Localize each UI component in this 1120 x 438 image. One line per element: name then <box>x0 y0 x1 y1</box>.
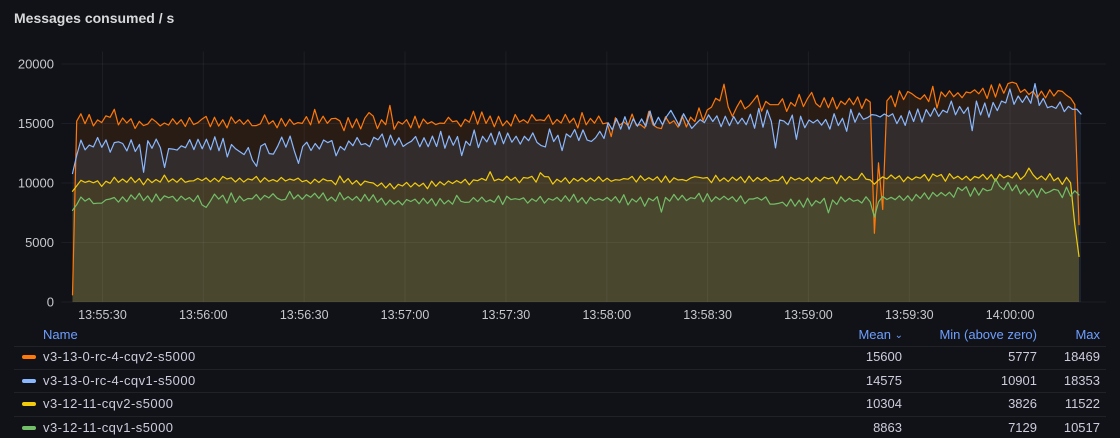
svg-text:13:59:00: 13:59:00 <box>784 308 833 322</box>
svg-text:13:57:30: 13:57:30 <box>482 308 531 322</box>
svg-text:13:57:00: 13:57:00 <box>381 308 430 322</box>
svg-text:13:55:30: 13:55:30 <box>78 308 127 322</box>
svg-text:15000: 15000 <box>18 116 54 131</box>
svg-text:13:58:00: 13:58:00 <box>582 308 631 322</box>
svg-text:13:58:30: 13:58:30 <box>683 308 732 322</box>
svg-text:10000: 10000 <box>18 176 54 191</box>
svg-text:5000: 5000 <box>25 235 54 250</box>
svg-text:13:59:30: 13:59:30 <box>885 308 934 322</box>
svg-text:14:00:00: 14:00:00 <box>986 308 1035 322</box>
svg-text:13:56:00: 13:56:00 <box>179 308 228 322</box>
svg-text:0: 0 <box>47 295 54 310</box>
svg-text:13:56:30: 13:56:30 <box>280 308 329 322</box>
svg-text:20000: 20000 <box>18 57 54 72</box>
